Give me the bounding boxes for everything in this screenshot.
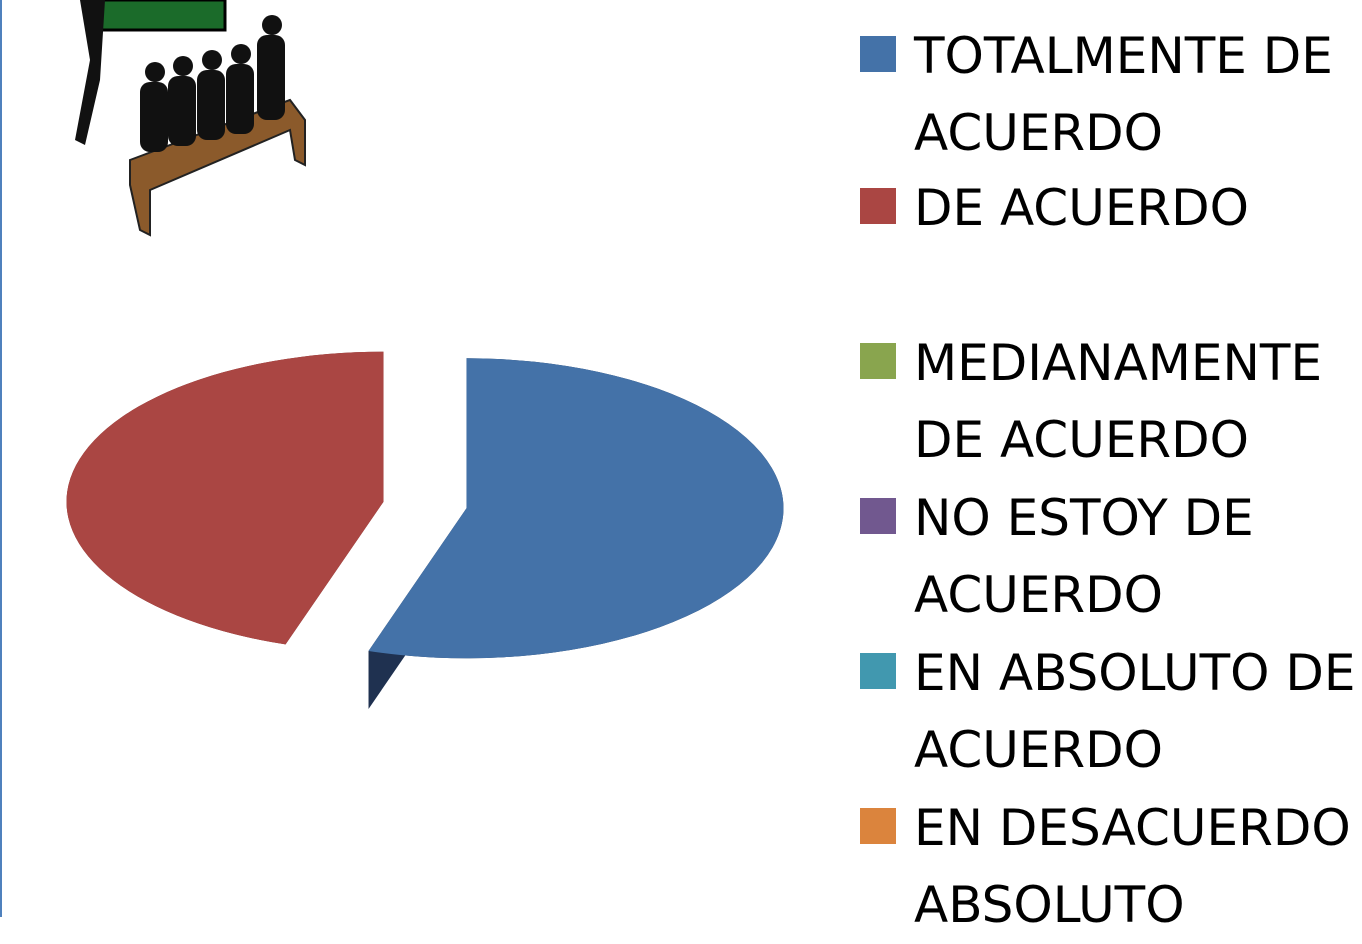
legend-label: EN DESACUERDO ABSOLUTO (914, 799, 1351, 934)
legend-swatch (860, 188, 896, 224)
left-border (0, 0, 2, 917)
pie (66, 351, 784, 717)
legend-label: TOTALMENTE DE ACUERDO (914, 27, 1333, 162)
legend-swatch (860, 36, 896, 72)
clipart (75, 0, 306, 237)
legend-label: DE ACUERDO (914, 179, 1250, 237)
legend-swatch (860, 343, 896, 379)
slice (66, 351, 384, 645)
legend-swatch (860, 653, 896, 689)
legend-label: NO ESTOY DE ACUERDO (914, 489, 1254, 624)
slice (368, 358, 784, 659)
legend-label: EN ABSOLUTO DE ACUERDO (914, 644, 1356, 779)
chart (66, 0, 784, 717)
legend-swatch (860, 498, 896, 534)
legend-swatch (860, 808, 896, 844)
legend-label: MEDIANAMENTE DE ACUERDO (914, 334, 1323, 469)
